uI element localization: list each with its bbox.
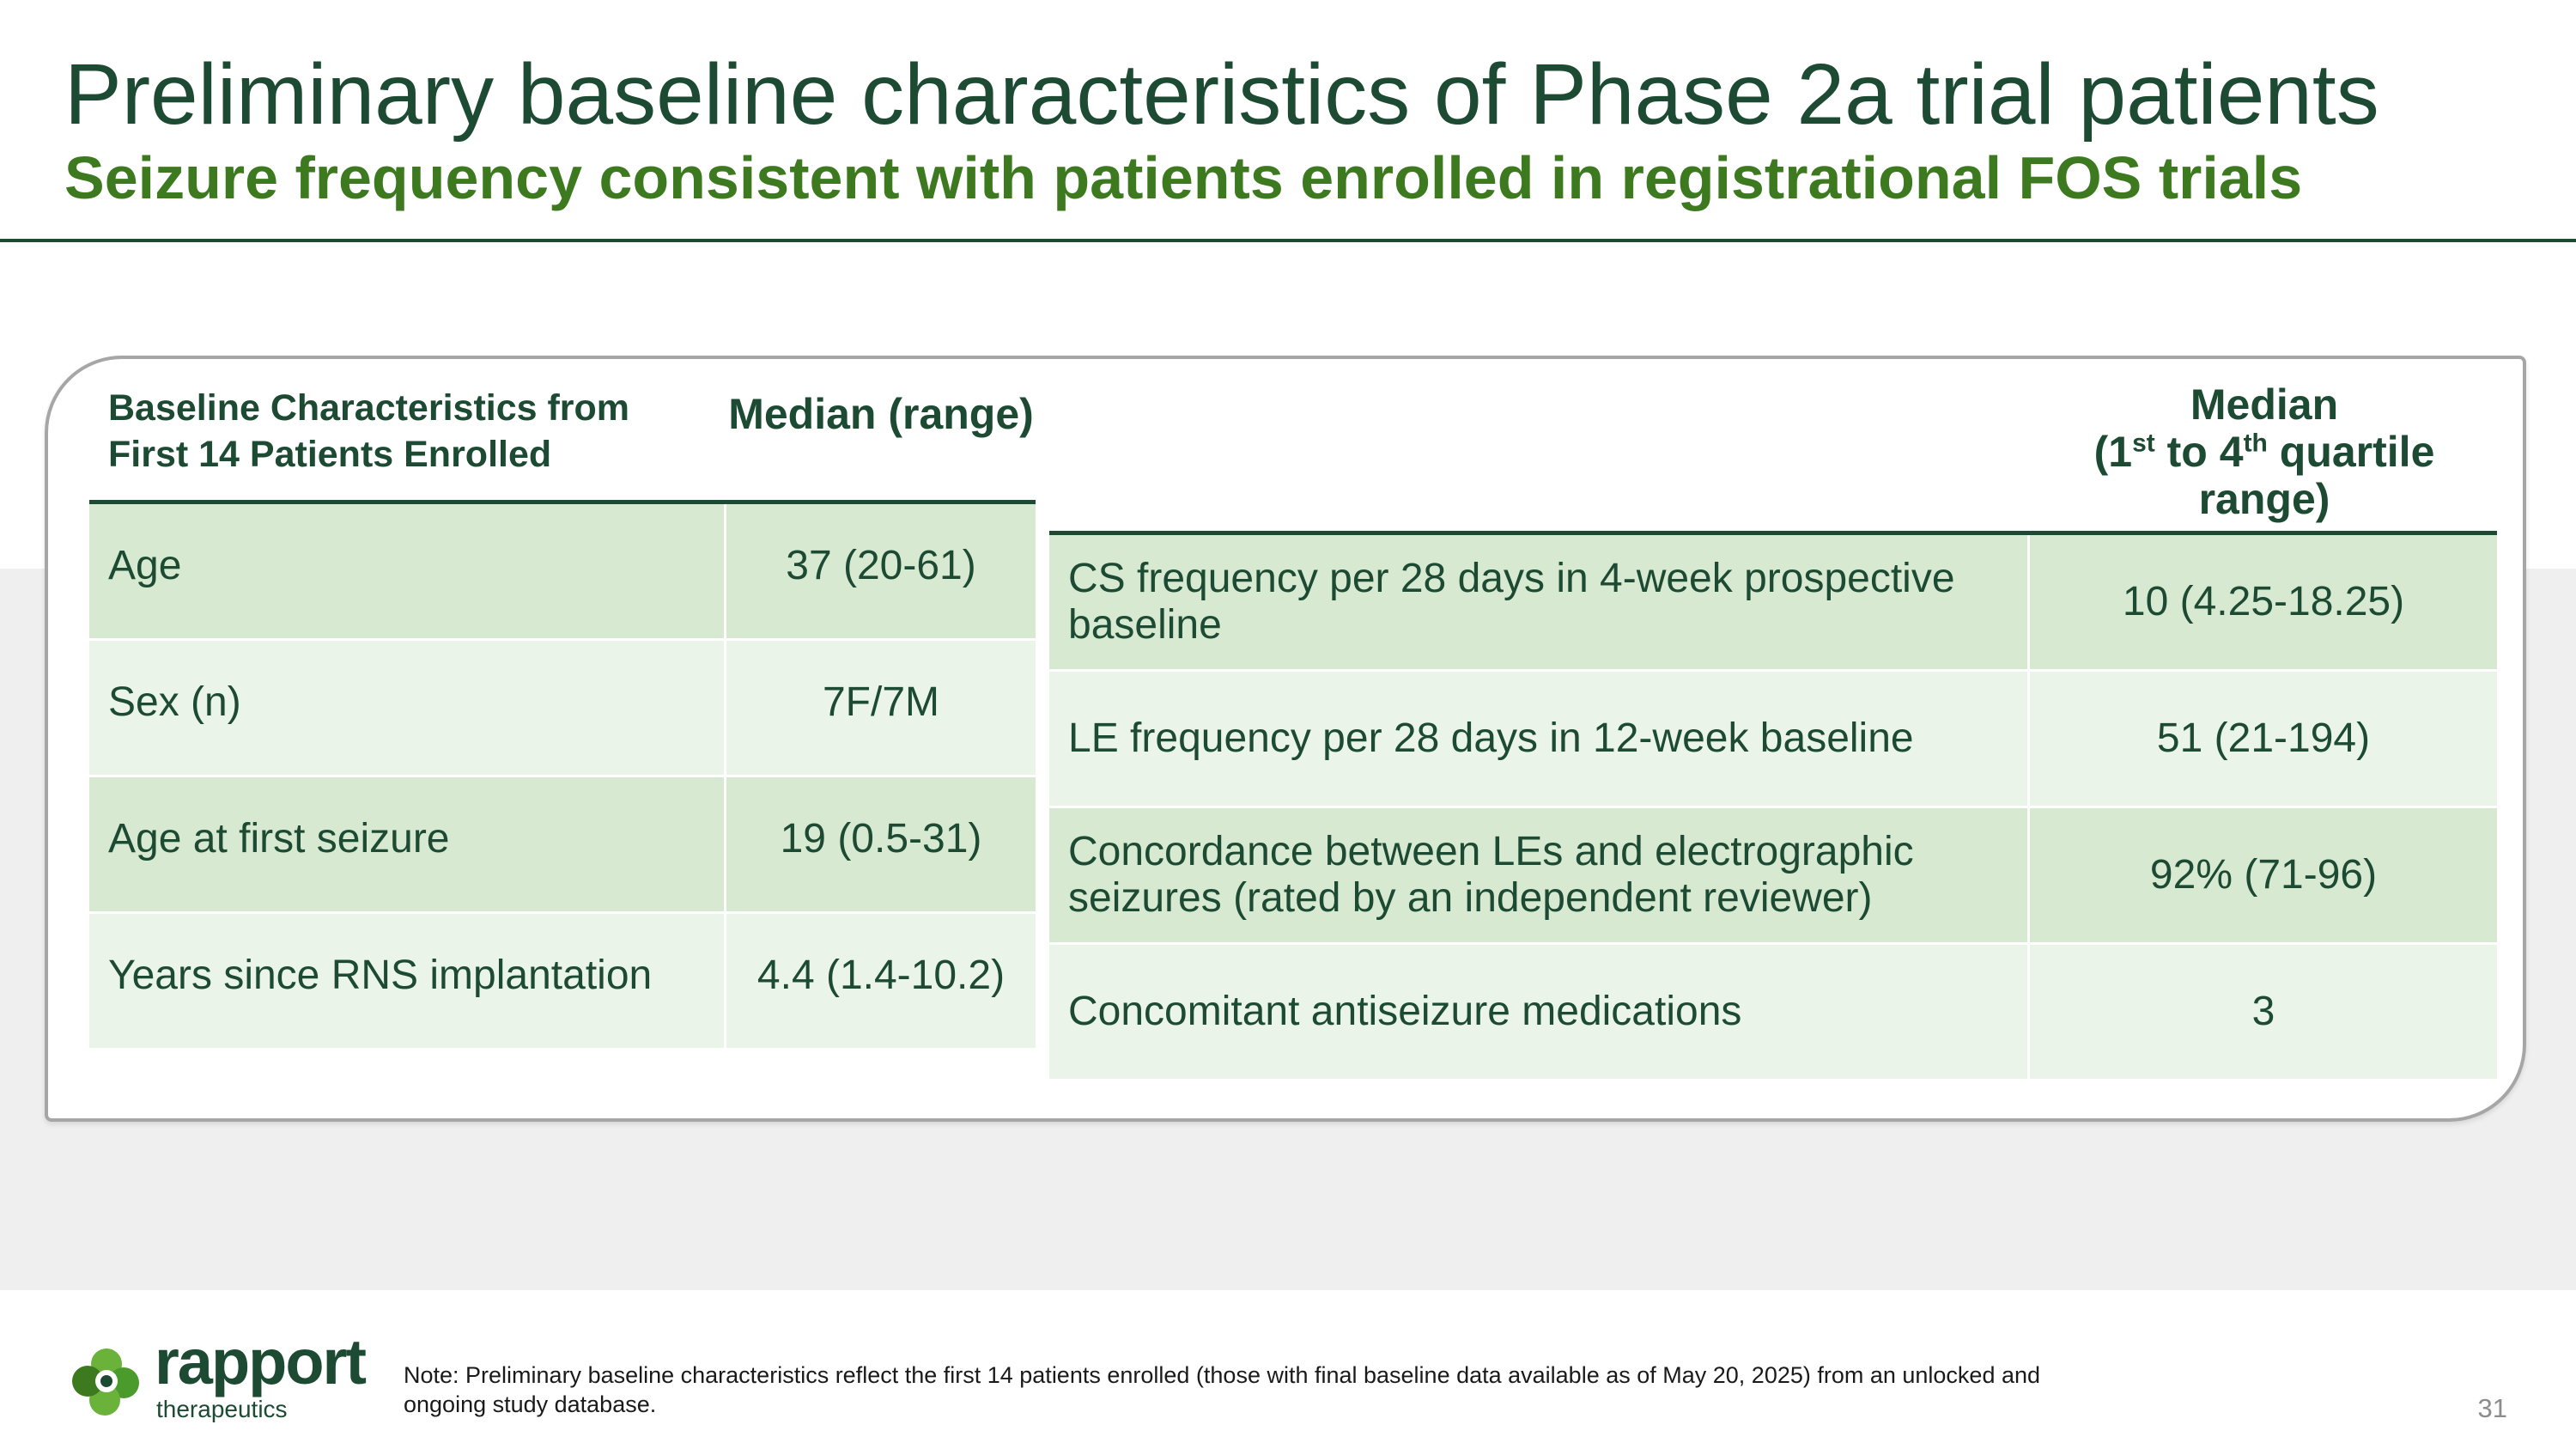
table-row: Concomitant antiseizure medications 3 bbox=[1049, 945, 2497, 1081]
row-value: 4.4 (1.4-10.2) bbox=[756, 953, 1005, 998]
slide-title: Preliminary baseline characteristics of … bbox=[64, 46, 2379, 143]
row-value: 37 (20-61) bbox=[786, 543, 976, 588]
right-table-header-rule bbox=[1049, 531, 2497, 535]
logo-subtext: therapeutics bbox=[156, 1396, 288, 1422]
row-label: CS frequency per 28 days in 4-week prosp… bbox=[1049, 535, 2030, 669]
right-table-header-median: Median (1st to 4th quartile range) bbox=[2028, 381, 2500, 523]
slide-subtitle: Seizure frequency consistent with patien… bbox=[64, 144, 2303, 211]
table-row: Age 37 (20-61) bbox=[89, 504, 1036, 641]
row-value: 7F/7M bbox=[822, 679, 940, 725]
row-label: LE frequency per 28 days in 12-week base… bbox=[1049, 672, 2030, 806]
header-quartile-mid: to 4 bbox=[2154, 428, 2244, 476]
row-label: Years since RNS implantation bbox=[89, 914, 726, 1048]
header-quartile-open: (1 bbox=[2093, 428, 2133, 476]
table-row: Concordance between LEs and electrograph… bbox=[1049, 808, 2497, 945]
right-table: CS frequency per 28 days in 4-week prosp… bbox=[1049, 535, 2497, 1081]
logo-wordmark: rapport bbox=[155, 1326, 367, 1397]
left-table-header-label: Baseline Characteristics from First 14 P… bbox=[108, 387, 630, 475]
table-row: Age at first seizure 19 (0.5-31) bbox=[89, 777, 1036, 914]
table-row: CS frequency per 28 days in 4-week prosp… bbox=[1049, 535, 2497, 672]
table-row: Sex (n) 7F/7M bbox=[89, 641, 1036, 777]
header-sup-th: th bbox=[2243, 429, 2268, 458]
header-median-word: Median bbox=[2190, 381, 2339, 429]
row-value: 3 bbox=[2251, 989, 2275, 1034]
left-table: Age 37 (20-61) Sex (n) 7F/7M Age at firs… bbox=[89, 504, 1036, 1050]
left-table-header-median: Median (range) bbox=[728, 390, 1034, 438]
row-value: 19 (0.5-31) bbox=[780, 816, 982, 861]
row-value: 92% (71-96) bbox=[2149, 852, 2378, 898]
row-value: 10 (4.25-18.25) bbox=[2122, 579, 2405, 624]
header-quartile-end: quartile range) bbox=[2198, 428, 2435, 523]
row-label: Age at first seizure bbox=[89, 777, 726, 911]
page-number: 31 bbox=[2477, 1393, 2507, 1423]
rapport-logo-icon bbox=[72, 1349, 139, 1416]
footnote: Note: Preliminary baseline characteristi… bbox=[404, 1362, 2041, 1417]
row-label: Age bbox=[89, 504, 726, 638]
table-row: Years since RNS implantation 4.4 (1.4-10… bbox=[89, 914, 1036, 1050]
row-label: Sex (n) bbox=[89, 641, 726, 775]
row-value: 51 (21-194) bbox=[2156, 715, 2371, 761]
title-divider bbox=[0, 239, 2576, 242]
left-table-header-rule bbox=[89, 500, 1036, 504]
row-label: Concordance between LEs and electrograph… bbox=[1049, 808, 2030, 942]
table-row: LE frequency per 28 days in 12-week base… bbox=[1049, 672, 2497, 808]
header-sup-st: st bbox=[2132, 429, 2155, 458]
row-label: Concomitant antiseizure medications bbox=[1049, 945, 2030, 1079]
